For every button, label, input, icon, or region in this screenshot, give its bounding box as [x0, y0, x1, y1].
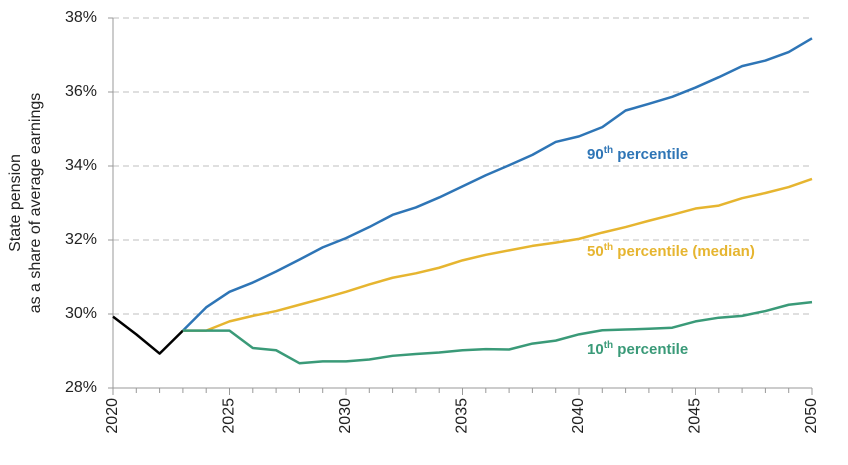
y-tick-label: 32% — [65, 231, 97, 248]
series-line — [182, 37, 813, 332]
y-tick-label: 34% — [65, 157, 97, 174]
series-label: 90th percentile — [587, 145, 688, 163]
y-tick-label: 28% — [65, 379, 97, 396]
y-tick-label: 38% — [65, 9, 97, 26]
series-line — [182, 177, 813, 332]
x-tick-label: 2030 — [337, 398, 354, 434]
x-tick-label: 2050 — [803, 398, 820, 434]
series-line — [112, 315, 184, 355]
x-tick-label: 2025 — [221, 398, 238, 434]
y-tick-label: 36% — [65, 83, 97, 100]
y-axis-title: as a share of average earnings — [27, 93, 44, 314]
y-axis-title: State pension — [7, 154, 24, 252]
series-label: 10th percentile — [587, 340, 688, 358]
x-tick-label: 2020 — [104, 398, 121, 434]
x-tick-label: 2040 — [570, 398, 587, 434]
y-tick-label: 30% — [65, 305, 97, 322]
x-tick-label: 2035 — [454, 398, 471, 434]
x-tick-label: 2045 — [687, 398, 704, 434]
series-line — [182, 300, 813, 365]
series-label: 50th percentile (median) — [587, 242, 755, 260]
